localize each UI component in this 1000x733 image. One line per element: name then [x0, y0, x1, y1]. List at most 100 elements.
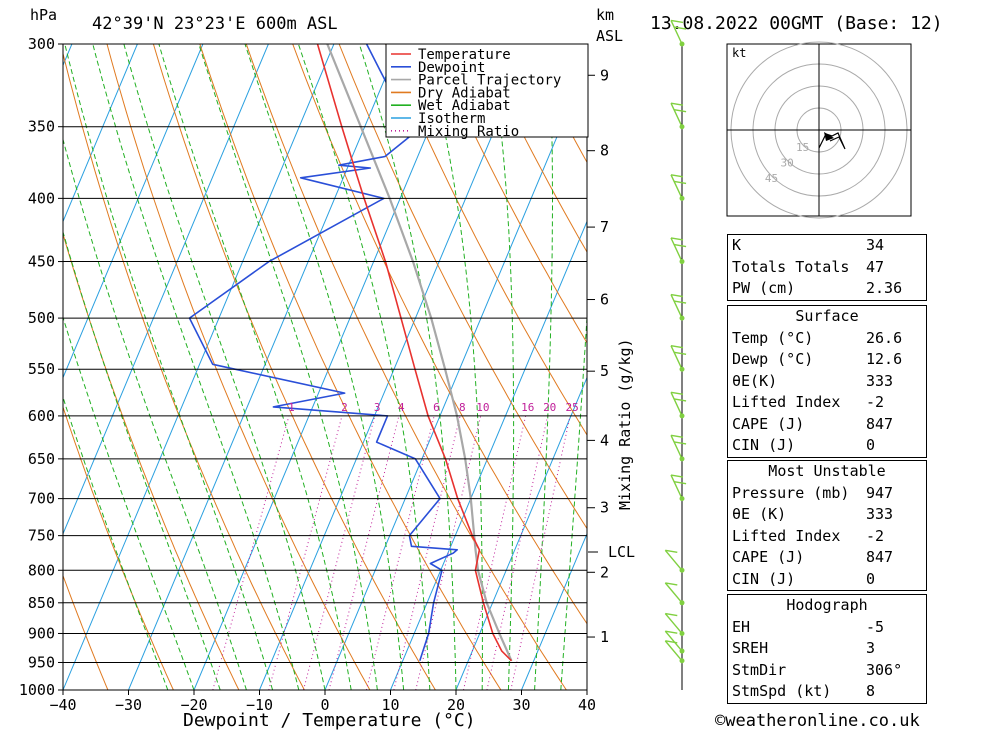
legend-label: Dewpoint	[418, 60, 485, 76]
km-tick-label: 1	[600, 628, 609, 646]
wet-adiabat-line	[534, 44, 553, 690]
mixing-ratio-label: 2	[341, 401, 348, 414]
parcel-trajectory-line	[326, 44, 513, 662]
wind-barb-staff	[664, 630, 683, 652]
wind-barb-point	[679, 124, 685, 130]
wind-barb-staff	[670, 20, 683, 45]
legend-label: Isotherm	[418, 111, 485, 127]
legend-label: Mixing Ratio	[418, 124, 519, 140]
mixing-ratio-line	[415, 415, 482, 690]
wind-barb	[670, 102, 687, 130]
mixing-ratio-label: 1	[288, 401, 295, 414]
dry-adiabat-line	[989, 44, 1000, 690]
dry-adiabat-line	[63, 574, 109, 690]
wind-barb-point	[679, 456, 685, 462]
pressure-tick-label: 450	[28, 253, 55, 271]
wind-barb-flag	[670, 344, 684, 349]
wind-barb-flag	[673, 398, 687, 402]
isotherm-line	[193, 44, 466, 690]
dry-adiabat-line	[292, 44, 587, 625]
isotherm-lines	[63, 44, 587, 690]
wind-barb-point	[679, 259, 685, 265]
wind-barb-flag	[673, 351, 687, 355]
surface-row: θE(K) 333	[732, 371, 894, 390]
hodograph-ring-label: 15	[796, 141, 809, 154]
wind-barb-flag	[665, 630, 678, 634]
surface-table: Surface Temp (°C) 26.6 Dewp (°C) 12.6 θE(K…	[727, 305, 927, 458]
wind-barb	[670, 237, 687, 265]
isobar-lines	[63, 43, 587, 691]
wind-barb-point	[679, 413, 685, 419]
wind-barb-point	[679, 658, 685, 664]
surface-row: CIN (J) 0	[732, 436, 876, 454]
hodograph-storm-marker	[824, 132, 834, 141]
plot-frame	[62, 43, 588, 691]
temperature-tick-label: 10	[381, 696, 399, 714]
temperature-tick-label: −10	[246, 696, 273, 714]
temperature-tick-label: −20	[180, 696, 207, 714]
wind-barb	[670, 174, 687, 201]
wind-barb-staff	[664, 640, 683, 662]
pressure-tick-label: 750	[28, 527, 55, 545]
wind-barb-flag	[665, 612, 678, 617]
wind-barb-flag	[673, 441, 687, 445]
mixing-ratio-line	[510, 415, 571, 690]
isotherm-line	[63, 44, 335, 690]
hodograph-row: EH -5	[732, 617, 885, 636]
credit-link[interactable]: ©weatheronline.co.uk	[715, 711, 920, 731]
pressure-tick-label: 300	[28, 35, 55, 53]
hodograph-row: StmSpd (kt) 8	[732, 682, 876, 700]
km-tick-label: 6	[600, 291, 609, 309]
pressure-tick-label: 600	[28, 407, 55, 425]
wind-barb-point	[679, 41, 685, 47]
legend-box	[385, 43, 589, 138]
wind-barb-point	[679, 315, 685, 321]
wet-adiabat-line	[424, 44, 483, 690]
wind-barb-flag	[670, 293, 684, 298]
mixing-ratio-label: 10	[476, 401, 489, 414]
wind-barb-staff	[670, 237, 683, 262]
mixing-ratio-label: 20	[543, 401, 556, 414]
wind-barb-point	[679, 567, 685, 573]
wind-barb-flag	[665, 549, 678, 554]
surface-row: CAPE (J) 847	[732, 414, 894, 433]
most-unstable-row: Pressure (mb) 947	[732, 483, 894, 502]
wind-barb-flag	[673, 480, 687, 485]
mixing-ratio-label: 4	[398, 401, 405, 414]
lcl-label: LCL	[608, 543, 635, 561]
pressure-tick-label: 950	[28, 653, 55, 671]
wind-barb-staff	[670, 435, 683, 460]
most-unstable-row: θE (K) 333	[732, 505, 894, 523]
pressure-tick-label: 400	[28, 189, 55, 207]
mixing-ratio-label: 3	[374, 401, 381, 414]
temperature-tick-label: 40	[578, 696, 596, 714]
hodograph-ring-label: 45	[765, 172, 778, 185]
km-unit-label: km	[596, 6, 614, 24]
mixing-ratio-label: 6	[433, 401, 440, 414]
hodograph-unit-label: kt	[732, 46, 746, 60]
wind-barb-point	[679, 366, 685, 372]
wind-barb-flag	[670, 237, 684, 241]
indices-table: K 34 Totals Totals 47 PW (cm) 2.36	[727, 234, 927, 301]
mixing-ratio-label: 16	[521, 401, 534, 414]
legend-label: Temperature	[418, 47, 511, 63]
hodograph-table: Hodograph EH -5 SREH 3 StmDir 306° StmSpd (…	[727, 594, 927, 704]
wind-barb-staff	[670, 392, 683, 417]
wind-barb-staff	[670, 102, 683, 128]
wind-barb-point	[679, 496, 685, 502]
dry-adiabat-line	[478, 44, 587, 253]
isotherm-line	[63, 44, 269, 536]
dry-adiabat-line	[385, 44, 587, 436]
wind-barb-staff	[670, 345, 683, 370]
isotherm-line	[128, 44, 400, 690]
wind-barb-flag	[670, 174, 684, 178]
pressure-tick-label: 850	[28, 594, 55, 612]
wet-adiabat-lines	[63, 44, 587, 690]
pressure-tick-label: 550	[28, 360, 55, 378]
mixing-ratio-lines	[212, 415, 571, 690]
wind-barb-staff	[664, 582, 683, 604]
km-asl-label: ASL	[596, 27, 623, 45]
hodograph-title: Hodograph	[786, 596, 868, 614]
